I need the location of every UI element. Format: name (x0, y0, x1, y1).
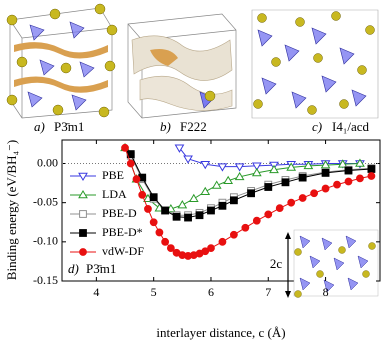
legend-marker (79, 210, 87, 218)
structure-c (251, 9, 379, 119)
marker (321, 184, 330, 193)
x-tick-label: 6 (208, 285, 214, 299)
marker (303, 160, 314, 170)
annotation: 2c (270, 256, 283, 271)
marker (356, 174, 364, 183)
marker (172, 212, 181, 221)
x-tick-label: 7 (265, 285, 271, 299)
marker (200, 186, 211, 195)
marker (264, 210, 273, 219)
caption-label: a) (34, 119, 45, 134)
structure-b (127, 13, 237, 119)
marker (234, 163, 245, 172)
marker (217, 163, 228, 172)
marker (234, 171, 245, 181)
y-tick-label: -0.05 (33, 194, 58, 208)
x-tick-label: 8 (323, 285, 329, 299)
caption-label: b) (160, 119, 171, 134)
marker (298, 194, 307, 202)
legend-marker (79, 229, 87, 237)
y-axis-label: Binding energy (eV/BH₄⁻) (4, 140, 19, 280)
marker (218, 237, 227, 246)
marker (132, 175, 141, 184)
marker (264, 183, 273, 191)
marker (229, 230, 238, 239)
annotation-label: d) (68, 261, 79, 276)
legend-marker (79, 248, 87, 256)
marker (241, 223, 250, 232)
x-tick-label: 4 (93, 285, 99, 299)
marker (252, 216, 261, 225)
marker (269, 164, 279, 174)
marker (367, 165, 376, 173)
marker (286, 162, 297, 171)
marker (344, 177, 353, 186)
inset-structure (285, 229, 379, 298)
marker (161, 206, 170, 215)
y-tick-label: 0.00 (37, 155, 58, 169)
marker (229, 196, 238, 205)
marker (337, 159, 348, 168)
marker (126, 159, 135, 168)
legend-label: PBE-D (102, 206, 137, 220)
x-axis-label: interlayer distance, c (Å) (156, 325, 285, 340)
marker (344, 166, 353, 175)
marker (144, 205, 152, 213)
marker (195, 211, 204, 220)
marker (320, 160, 331, 169)
legend-marker (78, 190, 88, 199)
y-tick-label: -0.15 (33, 273, 58, 287)
marker (161, 237, 170, 246)
marker (298, 173, 307, 182)
marker (251, 162, 262, 171)
caption-label: c) (312, 119, 322, 134)
x-tick-label: 5 (151, 285, 157, 299)
structure-a (6, 3, 118, 119)
marker (188, 193, 199, 203)
marker (275, 204, 284, 213)
marker (247, 189, 255, 198)
marker (211, 180, 222, 189)
marker (149, 218, 158, 227)
marker (174, 144, 185, 153)
annotation: P3̄m1 (86, 261, 116, 276)
legend-label: PBE-D* (102, 225, 143, 239)
marker (201, 247, 210, 256)
marker (218, 201, 227, 210)
plot-area (120, 142, 376, 260)
marker (321, 169, 330, 177)
marker (281, 178, 290, 187)
legend-label: LDA (102, 187, 127, 201)
legend-marker (78, 172, 88, 181)
y-tick-label: -0.10 (33, 234, 58, 248)
marker (223, 175, 234, 185)
marker (184, 213, 192, 222)
marker (121, 143, 129, 152)
marker (155, 228, 164, 237)
marker (138, 190, 147, 199)
caption: F222 (180, 119, 207, 134)
caption: P3̄m1 (54, 119, 84, 134)
marker (310, 189, 319, 198)
caption: I4₁/acd (332, 119, 370, 134)
marker (183, 155, 193, 164)
legend-label: PBE (102, 168, 124, 182)
marker (355, 158, 365, 167)
marker (200, 160, 211, 170)
marker (149, 193, 158, 202)
marker (177, 200, 188, 209)
plot-frame (61, 139, 381, 282)
legend-label: vdW-DF (102, 244, 144, 258)
marker (287, 198, 296, 207)
marker (333, 180, 341, 189)
marker (207, 206, 215, 215)
marker (207, 244, 215, 253)
marker (251, 167, 262, 177)
marker (367, 172, 376, 180)
marker (166, 244, 175, 253)
